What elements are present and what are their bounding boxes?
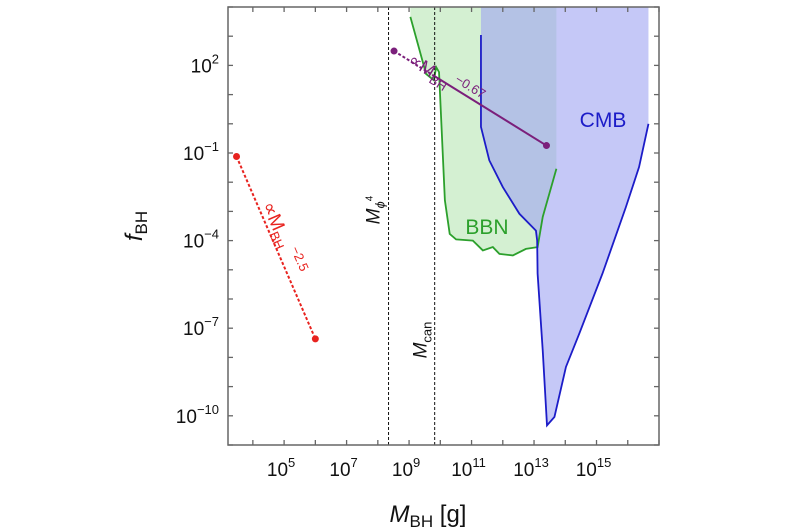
series-endpoint [542, 142, 550, 150]
series-endpoint [311, 335, 319, 343]
series-line-dashed [393, 50, 436, 78]
series-endpoint [390, 47, 398, 55]
ticks: 105 107 109 1011 1013 1015 102 10−1 10−4 10−7 10−1… [176, 6, 660, 481]
y-tick-label: 10−4 [183, 227, 219, 253]
x-tick-label: 1011 [451, 455, 486, 481]
series-label: ∝MBH−2.5 [255, 197, 312, 279]
y-axis-label: fBH [121, 211, 151, 241]
regions: BBN CMB [409, 7, 650, 428]
x-tick-label: 105 [267, 455, 295, 481]
y-tick-label: 10−1 [183, 139, 219, 165]
y-tick-label: 10−10 [176, 402, 219, 428]
cmb-boundary-line [480, 34, 650, 428]
series-line [235, 156, 317, 340]
cmb-label: CMB [580, 109, 627, 132]
m-phi4-label: Mϕ4 [364, 195, 388, 224]
m-can-label: Mcan [411, 322, 435, 359]
series-endpoint [233, 152, 241, 160]
x-tick-label: 1013 [513, 455, 549, 481]
x-tick-label: 109 [392, 455, 420, 481]
cmb-region-fill [480, 7, 649, 426]
y-tick-label: 10−7 [183, 314, 219, 340]
bbn-label: BBN [465, 216, 508, 239]
plot-frame [227, 6, 660, 446]
vertical-lines: Mϕ4 Mcan [364, 7, 436, 445]
series-line-solid [434, 75, 547, 147]
y-tick-label: 102 [191, 51, 219, 77]
x-axis-label: MBH [g] [390, 501, 467, 530]
x-tick-label: 1015 [576, 455, 612, 481]
x-tick-label: 107 [329, 455, 357, 481]
